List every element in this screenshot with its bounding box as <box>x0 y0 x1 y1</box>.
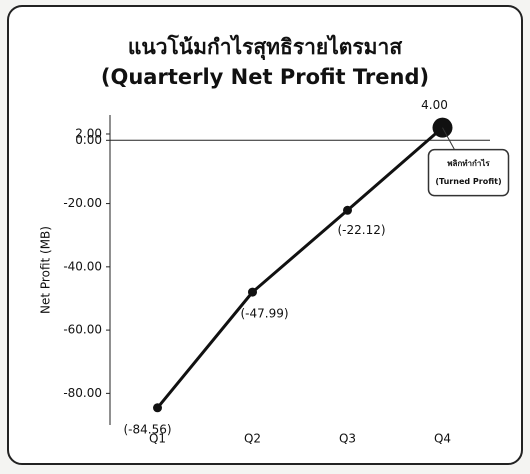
y-axis-label: Net Profit (MB) <box>39 226 53 314</box>
y-tick-label: -20.00 <box>63 196 102 210</box>
y-tick-label: 2.00 <box>75 126 102 140</box>
callout-text: พลิกทำกำไร <box>447 158 490 168</box>
data-label: (-84.56) <box>123 422 171 436</box>
line <box>156 126 444 409</box>
y-tick-label: -80.00 <box>63 386 102 400</box>
data-label: (-47.99) <box>240 307 288 321</box>
y-tick-label: 0.00 <box>75 133 102 147</box>
callout-text: (Turned Profit) <box>435 177 501 186</box>
point <box>153 403 162 413</box>
y-tick-label: -40.00 <box>63 259 102 273</box>
data-label: 4.00 <box>421 98 448 112</box>
chart-subtitle: (Quarterly Net Profit Trend) <box>101 65 429 89</box>
data-label: (-22.12) <box>337 223 385 237</box>
x-tick-label: Q4 <box>434 432 451 446</box>
point <box>343 205 352 215</box>
card <box>7 5 523 465</box>
x-tick-label: Q3 <box>339 432 356 446</box>
x-tick-label: Q1 <box>149 432 166 446</box>
y-tick-label: -60.00 <box>63 323 102 337</box>
x-tick-label: Q2 <box>244 432 261 446</box>
callout-line <box>442 127 455 150</box>
point <box>248 287 257 297</box>
chart-title: แนวโน้มกำไรสุทธิรายไตรมาส <box>128 34 402 61</box>
callout-box <box>427 148 510 197</box>
